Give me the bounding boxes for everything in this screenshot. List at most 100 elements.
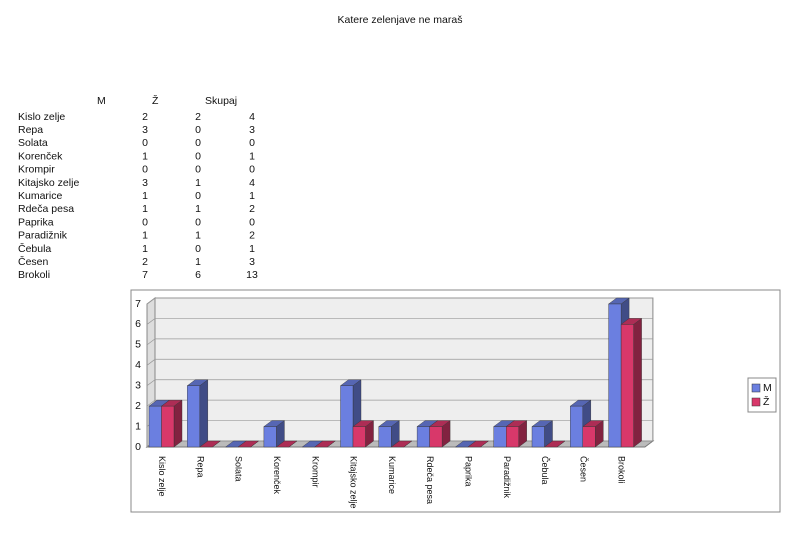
cell: 1 [249, 190, 255, 202]
cell: 2 [142, 111, 148, 123]
grid-line [146, 297, 653, 305]
cell: 1 [195, 230, 201, 242]
cell: 2 [249, 203, 255, 215]
cell: 0 [195, 164, 201, 176]
row-label: Paprika [18, 216, 54, 228]
y-tick-label: 4 [135, 359, 141, 371]
cell: 2 [195, 111, 201, 123]
cell: 1 [249, 243, 255, 255]
row-label: Kitajsko zelje [18, 177, 79, 189]
x-tick-label: Korenček [272, 456, 282, 495]
bar [340, 385, 354, 448]
bar-top [199, 440, 221, 448]
cell: 0 [142, 137, 148, 149]
x-tick-label: Paradižnik [502, 456, 512, 499]
bar [161, 405, 175, 448]
bar [263, 426, 277, 448]
grid-line [146, 358, 653, 366]
cell: 2 [142, 256, 148, 268]
grid-line [146, 379, 653, 386]
bar [531, 426, 545, 448]
row-label: Čebula [18, 242, 51, 255]
cell: 6 [195, 269, 201, 281]
y-tick-label: 1 [135, 420, 141, 432]
table-header: M [97, 95, 106, 107]
x-tick-label: Brokoli [617, 456, 627, 484]
bar-top [314, 440, 336, 448]
row-label: Brokoli [18, 269, 50, 281]
bar [187, 385, 201, 448]
bar-top [275, 440, 298, 448]
bar-top [543, 440, 566, 448]
x-tick-label: Krompir [310, 456, 320, 488]
y-tick-label: 0 [135, 441, 141, 453]
cell: 0 [195, 190, 201, 202]
legend-label: M [763, 382, 772, 394]
row-label: Paradižnik [18, 230, 68, 242]
legend-swatch [751, 383, 761, 393]
x-tick-label: Česen [578, 456, 588, 482]
x-tick-label: Repa [195, 456, 205, 478]
cell: 4 [249, 111, 255, 123]
row-label: Korenček [18, 150, 63, 162]
x-tick-label: Kumarice [387, 456, 397, 494]
title: Katere zelenjave ne maraš [338, 14, 463, 26]
cell: 1 [195, 256, 201, 268]
cell: 1 [249, 150, 255, 162]
row-label: Kislo zelje [18, 111, 65, 123]
bar [493, 426, 507, 448]
bar-side [173, 399, 183, 448]
cell: 1 [142, 150, 148, 162]
bar [352, 426, 366, 448]
cell: 0 [195, 150, 201, 162]
x-tick-label: Rdeča pesa [425, 456, 435, 504]
grid-line [146, 318, 653, 325]
cell: 1 [142, 230, 148, 242]
row-label: Rdeča pesa [18, 203, 74, 215]
y-tick-label: 3 [135, 379, 141, 391]
table-header: Ž [152, 94, 159, 107]
x-tick-label: Kislo zelje [157, 456, 167, 497]
cell: 0 [195, 124, 201, 136]
bar-top [467, 440, 489, 448]
table-header: Skupaj [205, 95, 237, 107]
cell: 1 [195, 177, 201, 189]
cell: 1 [142, 203, 148, 215]
row-label: Kumarice [18, 190, 63, 202]
bar [378, 426, 392, 448]
cell: 0 [249, 216, 255, 228]
legend-label: Ž [763, 395, 770, 408]
cell: 0 [249, 137, 255, 149]
bar-top [390, 440, 413, 448]
cell: 13 [246, 269, 258, 281]
bar-top [237, 440, 260, 448]
bar [582, 426, 596, 448]
cell: 2 [249, 230, 255, 242]
x-tick-label: Kitajsko zelje [349, 456, 359, 509]
row-label: Solata [18, 137, 48, 149]
bar [570, 405, 583, 448]
cell: 1 [142, 190, 148, 202]
x-tick-label: Solata [234, 456, 244, 482]
x-tick-label: Čebula [540, 456, 550, 485]
cell: 1 [195, 203, 201, 215]
bar [608, 303, 622, 448]
cell: 3 [142, 177, 148, 189]
bar-side [633, 318, 642, 448]
cell: 3 [249, 256, 255, 268]
y-tick-label: 7 [135, 298, 141, 310]
cell: 0 [249, 164, 255, 176]
cell: 0 [195, 216, 201, 228]
y-tick-label: 2 [135, 400, 141, 412]
cell: 3 [142, 124, 148, 136]
bar [148, 405, 162, 448]
cell: 0 [195, 243, 201, 255]
cell: 3 [249, 124, 255, 136]
x-tick-label: Paprika [464, 456, 474, 487]
cell: 0 [142, 164, 148, 176]
cell: 4 [249, 177, 255, 189]
legend-swatch [751, 397, 761, 407]
cell: 0 [142, 216, 148, 228]
